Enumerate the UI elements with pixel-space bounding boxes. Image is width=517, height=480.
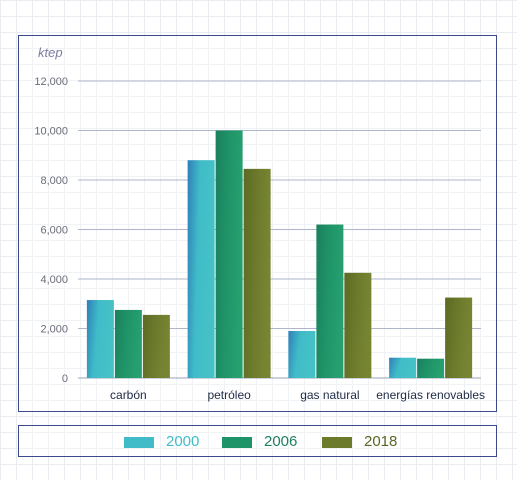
y-tick-label: 10,000: [34, 126, 68, 138]
bar-2000-2: [288, 330, 316, 378]
legend-item-2018: 2018: [322, 433, 397, 451]
category-label: energías renovables: [376, 388, 485, 402]
y-tick-label: 8,000: [40, 175, 68, 187]
y-unit-label: ktep: [38, 45, 63, 60]
y-tick-label: 2,000: [40, 324, 68, 336]
category-label: gas natural: [300, 388, 359, 402]
bar-2018-2: [344, 272, 372, 378]
y-tick-label: 6,000: [40, 225, 68, 237]
category-label: petróleo: [207, 388, 251, 402]
y-tick-label: 0: [62, 373, 68, 385]
legend-swatch-2006: [222, 436, 252, 448]
legend-item-2006: 2006: [222, 433, 297, 451]
bar-2018-3: [445, 297, 473, 378]
bar-2018-1: [243, 168, 271, 378]
legend-swatch-2000: [124, 436, 154, 448]
bar-2000-1: [187, 160, 215, 378]
bar-2000-0: [86, 300, 114, 378]
bar-2000-3: [389, 357, 417, 378]
legend: 2000 2006 2018: [18, 425, 497, 457]
y-tick-label: 12,000: [34, 76, 68, 88]
bar-2018-0: [142, 314, 170, 378]
y-tick-label: 4,000: [40, 274, 68, 286]
category-label: carbón: [110, 388, 147, 402]
legend-label-2006: 2006: [264, 433, 298, 450]
bar-2006-1: [215, 130, 243, 378]
labels-layer: 0 2,000 4,000 6,000 8,000 10,000 12,000 carbón p…: [34, 76, 485, 402]
legend-swatch-2018: [322, 436, 352, 448]
legend-label-2018: 2018: [364, 433, 398, 450]
bar-2006-0: [114, 309, 142, 378]
bar-2006-2: [316, 224, 344, 378]
legend-item-2000: 2000: [124, 433, 199, 451]
bars-layer: [86, 130, 473, 378]
legend-label-2000: 2000: [166, 433, 200, 450]
bar-2006-3: [417, 358, 445, 378]
